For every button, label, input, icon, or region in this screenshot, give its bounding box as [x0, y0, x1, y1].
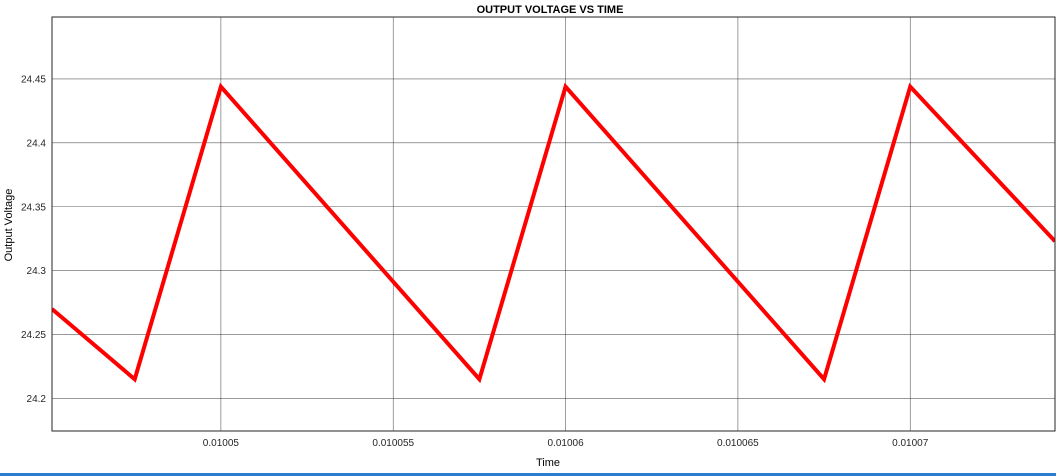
y-tick-label: 24.25 — [21, 330, 46, 341]
window-bottom-strip — [0, 473, 1056, 476]
x-tick-label: 0.01007 — [892, 438, 929, 449]
y-tick-label: 24.35 — [21, 202, 46, 213]
x-tick-label: 0.010065 — [717, 438, 759, 449]
y-tick-label: 24.2 — [27, 394, 47, 405]
x-tick-labels: 0.01005 0.010055 0.01006 0.010065 0.01007 — [203, 438, 929, 449]
x-tick-label: 0.01005 — [203, 438, 240, 449]
x-tick-label: 0.010055 — [372, 438, 414, 449]
y-tick-label: 24.45 — [21, 74, 46, 85]
y-tick-labels: 24.2 24.25 24.3 24.35 24.4 24.45 — [21, 74, 46, 404]
y-tick-label: 24.4 — [27, 138, 47, 149]
y-tick-label: 24.3 — [27, 266, 47, 277]
voltage-series-line — [52, 82, 1055, 384]
chart-title: OUTPUT VOLTAGE VS TIME — [477, 4, 624, 16]
x-axis-label: Time — [536, 457, 560, 469]
x-tick-label: 0.01006 — [547, 438, 584, 449]
data-series — [52, 82, 1055, 384]
plot-border — [51, 16, 1056, 432]
y-axis-label: Output Voltage — [3, 189, 15, 262]
